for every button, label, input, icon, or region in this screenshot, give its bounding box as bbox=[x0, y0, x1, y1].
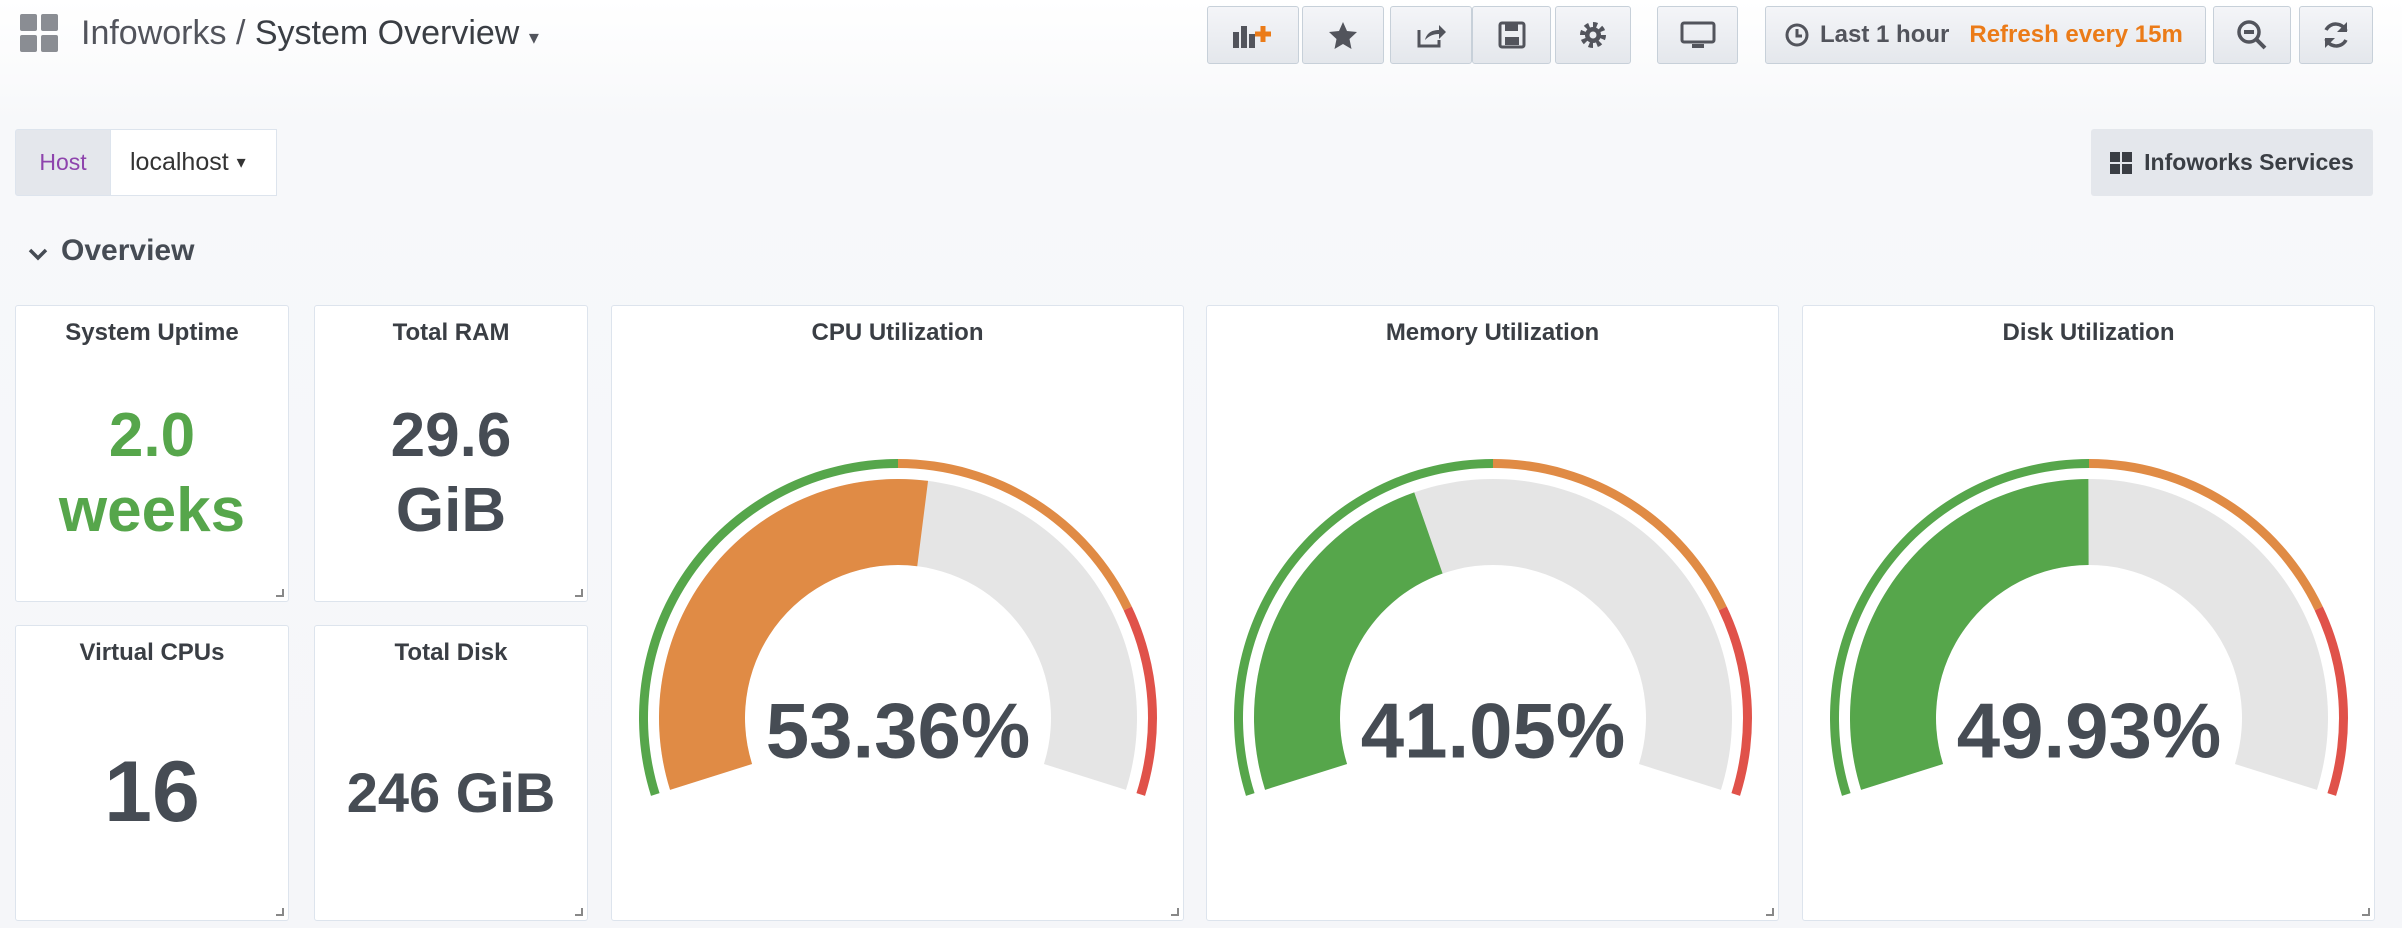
gauge-value bbox=[1253, 492, 1443, 790]
variable-select[interactable]: localhost ▾ bbox=[110, 129, 277, 196]
panel-title: CPU Utilization bbox=[811, 319, 984, 346]
separator: / bbox=[235, 14, 246, 52]
stat-text: 246 GiB bbox=[346, 761, 556, 825]
stat-panel: Total Disk 246 GiB bbox=[314, 625, 588, 921]
save-button[interactable] bbox=[1472, 6, 1551, 64]
stat-panel: System Uptime 2.0 weeks bbox=[15, 305, 289, 602]
gauge: 41.05% bbox=[1234, 459, 1752, 796]
apps-icon[interactable] bbox=[20, 14, 60, 54]
add-panel-button[interactable] bbox=[1207, 6, 1299, 64]
gauge: 49.93% bbox=[1830, 459, 2348, 796]
threshold-band bbox=[2089, 459, 2323, 611]
breadcrumb-folder[interactable]: Infoworks bbox=[81, 14, 227, 52]
gauge-value bbox=[658, 479, 929, 790]
stat-panel: Virtual CPUs 16 bbox=[15, 625, 289, 921]
services-label[interactable]: Infoworks Services bbox=[2144, 149, 2354, 175]
time-range[interactable]: Last 1 hour bbox=[1820, 21, 1950, 48]
threshold-band bbox=[2314, 606, 2348, 796]
gauge: 53.36% bbox=[639, 459, 1157, 796]
gauge-panel: Memory Utilization 41.05% bbox=[1206, 305, 1779, 921]
gauge-value bbox=[1849, 479, 2089, 790]
panel-title: Total Disk bbox=[394, 639, 508, 666]
stat-value: 2.0 weeks bbox=[16, 356, 288, 591]
resize-handle bbox=[276, 908, 284, 916]
panel-title: System Uptime bbox=[65, 319, 239, 346]
panel-title: Memory Utilization bbox=[1385, 319, 1600, 346]
variable-label: Host bbox=[15, 129, 111, 196]
gauge-value-label: 53.36% bbox=[766, 687, 1031, 775]
resize-handle bbox=[2362, 908, 2370, 916]
stat-text: 16 bbox=[104, 744, 200, 841]
services-link[interactable]: Infoworks Services bbox=[2091, 129, 2373, 196]
gauge-value-label: 41.05% bbox=[1361, 687, 1626, 775]
gauge-panel: Disk Utilization 49.93% bbox=[1802, 305, 2375, 921]
stat-value: 246 GiB bbox=[315, 676, 587, 910]
refresh-interval[interactable]: Refresh every 15m bbox=[1969, 21, 2183, 48]
stat-text: 29.6 GiB bbox=[390, 401, 512, 545]
panel-title: Virtual CPUs bbox=[79, 639, 225, 666]
resize-handle bbox=[575, 908, 583, 916]
threshold-band bbox=[1718, 606, 1752, 796]
threshold-band bbox=[1493, 459, 1727, 611]
panel-title: Disk Utilization bbox=[2002, 319, 2175, 346]
resize-handle bbox=[575, 589, 583, 597]
row-chevron[interactable] bbox=[27, 246, 49, 262]
resize-handle bbox=[276, 589, 284, 597]
resize-handle bbox=[1171, 908, 1179, 916]
star-button[interactable] bbox=[1302, 6, 1384, 64]
stat-text: 2.0 weeks bbox=[58, 401, 246, 545]
settings-button[interactable] bbox=[1555, 6, 1631, 64]
resize-handle bbox=[1766, 908, 1774, 916]
gauge-value-label: 49.93% bbox=[1957, 687, 2222, 775]
panel-title: Total RAM bbox=[392, 319, 510, 346]
row-title[interactable]: Overview bbox=[61, 234, 195, 267]
breadcrumb[interactable]: Infoworks / System Overview ▾ bbox=[81, 14, 539, 52]
time-picker[interactable]: Last 1 hour Refresh every 15m bbox=[1765, 6, 2206, 64]
share-button[interactable] bbox=[1390, 6, 1472, 64]
gauge-panel: CPU Utilization 53.36% bbox=[611, 305, 1184, 921]
zoom-out-button[interactable] bbox=[2213, 6, 2291, 64]
refresh-button[interactable] bbox=[2299, 6, 2373, 64]
view-mode-button[interactable] bbox=[1657, 6, 1738, 64]
stat-value: 29.6 GiB bbox=[315, 356, 587, 591]
threshold-band bbox=[1123, 606, 1157, 796]
variable-value[interactable]: localhost bbox=[130, 148, 229, 176]
dashboard-title[interactable]: System Overview bbox=[254, 14, 520, 52]
threshold-band bbox=[898, 459, 1132, 611]
stat-value: 16 bbox=[16, 676, 288, 910]
stat-panel: Total RAM 29.6 GiB bbox=[314, 305, 588, 602]
